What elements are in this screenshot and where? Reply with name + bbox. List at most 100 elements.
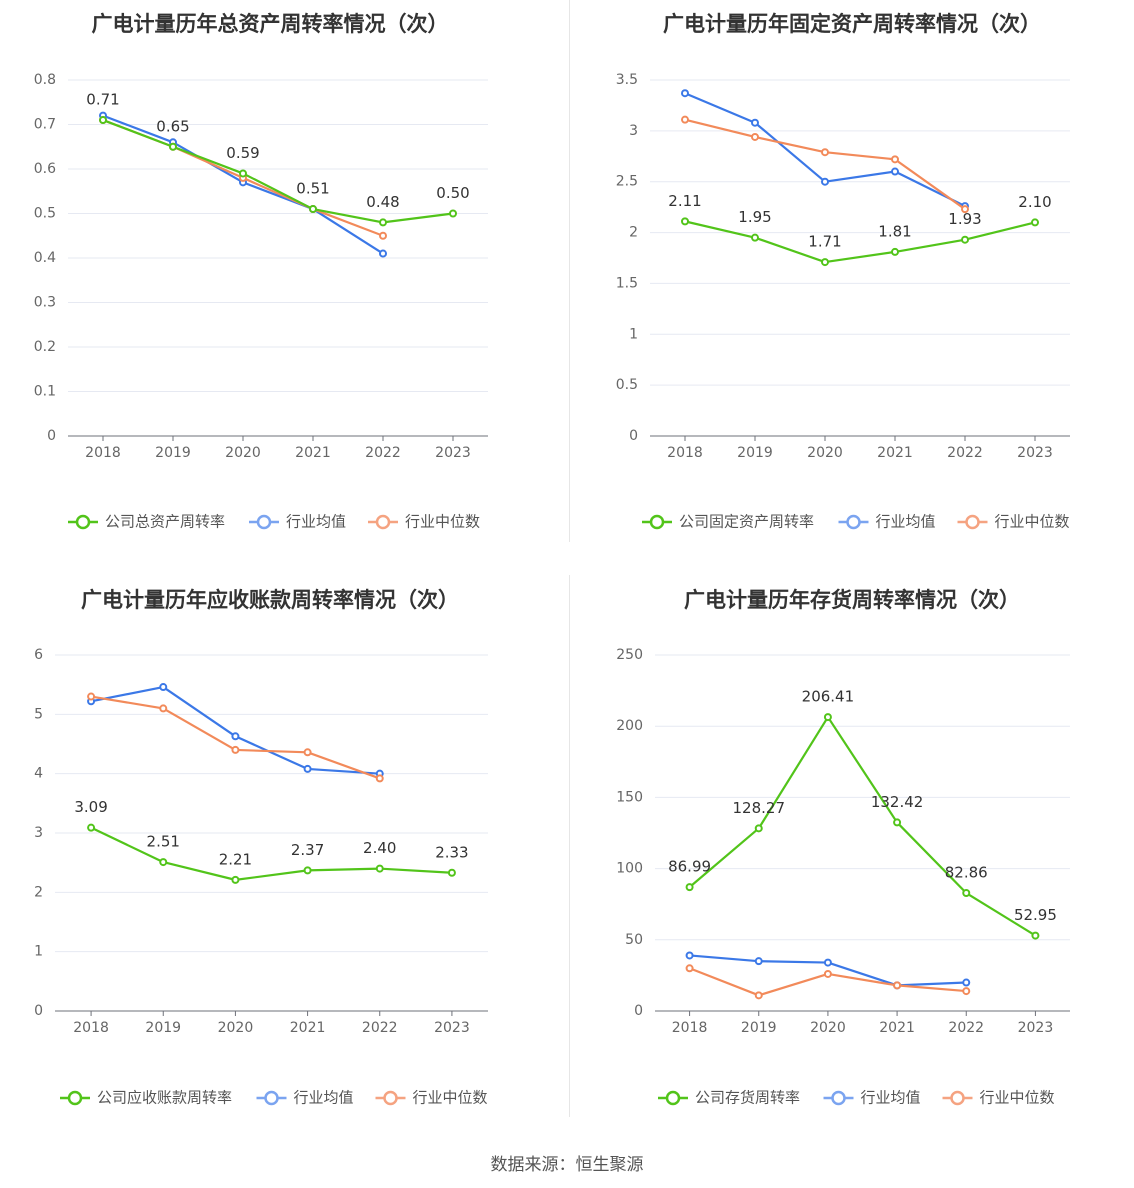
data-point — [309, 205, 317, 214]
legend-item: 公司存货周转率 — [658, 1089, 800, 1107]
y-tick-label: 2 — [629, 225, 638, 241]
y-tick-label: 0.2 — [34, 339, 56, 355]
data-point — [685, 951, 694, 960]
legend-label: 公司存货周转率 — [695, 1089, 800, 1107]
data-point — [962, 987, 971, 996]
data-label: 3.09 — [74, 798, 107, 816]
data-point — [685, 883, 694, 892]
legend-marker — [965, 514, 980, 530]
data-point — [231, 875, 240, 884]
x-tick-label: 2018 — [85, 445, 121, 461]
series-line-0 — [102, 119, 454, 224]
data-label: 2.40 — [363, 839, 396, 857]
data-point — [379, 218, 387, 227]
data-source-footer: 数据来源：恒生聚源 — [490, 1155, 644, 1175]
legend-item: 行业均值 — [823, 1089, 921, 1107]
data-point — [681, 217, 689, 226]
x-tick-label: 2023 — [435, 445, 471, 461]
legend-label: 行业均值 — [286, 513, 346, 531]
data-point — [1031, 218, 1039, 227]
x-tick-label: 2019 — [741, 1020, 777, 1036]
x-tick-label: 2021 — [877, 445, 913, 461]
x-tick-label: 2019 — [737, 445, 773, 461]
y-tick-label: 0.3 — [34, 295, 56, 311]
x-tick-label: 2019 — [145, 1020, 181, 1036]
data-label: 1.71 — [808, 233, 841, 251]
data-point — [891, 247, 899, 256]
chart-panel-fixed-asset-turnover: 广电计量历年固定资产周转率情况（次） 0 0.5 1 1.5 2 2.5 3 3.5 2018 20… — [567, 0, 1134, 575]
legend-marker — [846, 514, 861, 530]
data-point — [379, 249, 387, 258]
data-point — [821, 258, 829, 267]
y-tick-label: 200 — [616, 718, 643, 734]
chart-total-asset-turnover: 广电计量历年总资产周转率情况（次） 0 0.1 0.2 0.3 0.4 0.5 0.6 0.7 0… — [34, 12, 488, 531]
legend-marker — [665, 1090, 681, 1106]
legend-label: 行业中位数 — [413, 1089, 488, 1107]
y-tick-label: 100 — [616, 861, 643, 877]
data-point — [962, 889, 971, 898]
data-label: 0.65 — [156, 117, 189, 135]
y-tick-label: 50 — [625, 932, 643, 948]
data-point — [891, 167, 899, 176]
x-tick-label: 2021 — [290, 1020, 326, 1036]
vertical-divider-bottom — [569, 575, 570, 1117]
x-tick-label: 2022 — [948, 1020, 984, 1036]
legend-label: 行业中位数 — [980, 1089, 1055, 1107]
y-tick-label: 0.8 — [34, 72, 56, 88]
data-label: 82.86 — [945, 864, 988, 882]
legend-label: 行业均值 — [861, 1089, 921, 1107]
y-tick-label: 3.5 — [616, 72, 638, 88]
legend-marker — [75, 514, 91, 530]
legend-item: 公司固定资产周转率 — [642, 513, 814, 531]
data-point — [375, 774, 384, 783]
data-point — [961, 235, 969, 244]
data-label: 0.48 — [366, 193, 399, 211]
y-tick-label: 0.5 — [616, 377, 638, 393]
y-tick-label: 0.1 — [34, 384, 56, 400]
data-label: 2.33 — [435, 843, 468, 861]
legend-label: 公司固定资产周转率 — [679, 513, 814, 531]
data-label: 128.27 — [733, 799, 786, 817]
data-point — [821, 177, 829, 186]
data-point — [754, 991, 763, 1000]
x-tick-label: 2020 — [218, 1020, 254, 1036]
data-point — [375, 864, 384, 873]
legend-label: 行业中位数 — [995, 513, 1070, 531]
data-point — [681, 89, 689, 98]
legend-marker — [67, 1090, 83, 1106]
data-point — [169, 142, 177, 151]
data-point — [1031, 931, 1040, 940]
y-tick-label: 0.6 — [34, 161, 56, 177]
y-tick-label: 0 — [34, 1003, 43, 1019]
x-tick-label: 2022 — [365, 445, 401, 461]
chart-receivables-turnover: 广电计量历年应收账款周转率情况（次） 0 1 2 3 4 5 6 2018 2019 2020 202… — [34, 588, 488, 1107]
data-label: 1.95 — [738, 208, 771, 226]
y-tick-label: 0 — [47, 428, 56, 444]
legend-item: 行业均值 — [256, 1089, 354, 1107]
chart-panel-inventory-turnover: 广电计量历年存货周转率情况（次） 0 50 100 150 200 250 2018 2019 2… — [567, 575, 1134, 1150]
chart-title: 广电计量历年固定资产周转率情况（次） — [663, 12, 1041, 36]
data-label: 2.37 — [291, 841, 324, 859]
x-tick-label: 2020 — [810, 1020, 846, 1036]
data-point — [99, 116, 107, 125]
chart-title: 广电计量历年存货周转率情况（次） — [684, 588, 1020, 612]
x-tick-label: 2023 — [434, 1020, 470, 1036]
x-tick-label: 2021 — [879, 1020, 915, 1036]
x-tick-label: 2020 — [225, 445, 261, 461]
legend-marker — [256, 514, 272, 530]
data-point — [823, 958, 832, 967]
y-tick-label: 0.7 — [34, 117, 56, 133]
data-point — [754, 957, 763, 966]
data-point — [159, 704, 168, 713]
y-tick-label: 150 — [616, 789, 643, 805]
chart-fixed-asset-turnover: 广电计量历年固定资产周转率情况（次） 0 0.5 1 1.5 2 2.5 3 3.5 2018 20… — [616, 12, 1070, 531]
legend-item: 行业均值 — [249, 513, 346, 531]
y-tick-label: 0 — [634, 1003, 643, 1019]
vertical-divider-top — [569, 0, 570, 542]
legend-marker — [383, 1090, 398, 1106]
data-point — [823, 969, 832, 978]
data-label: 2.21 — [219, 850, 252, 868]
data-point — [159, 858, 168, 867]
legend-label: 公司应收账款周转率 — [97, 1089, 232, 1107]
data-point — [231, 745, 240, 754]
